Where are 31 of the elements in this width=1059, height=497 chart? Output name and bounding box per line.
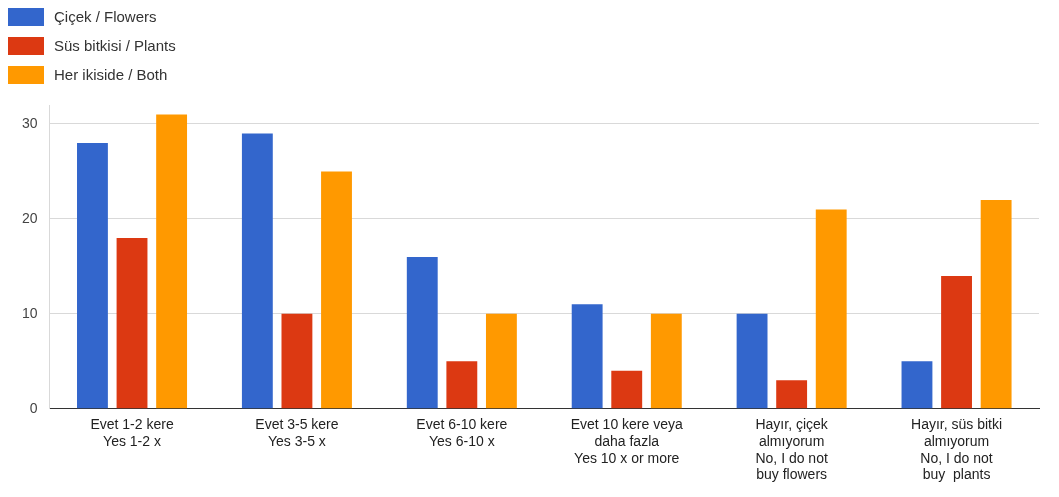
- bar: [941, 275, 972, 409]
- x-tick-label: Evet 1-2 kere Yes 1-2 x: [90, 416, 174, 449]
- y-tick-label: 10: [21, 304, 38, 321]
- x-tick-label: Evet 10 kere veya daha fazla Yes 10 x or more: [570, 416, 683, 466]
- bar: [77, 142, 108, 409]
- x-tick-label: Hayır, süs bitki almıyorum No, I do not buy plants: [911, 416, 1003, 483]
- y-tick-label: 30: [21, 114, 38, 131]
- bar: [156, 114, 188, 409]
- bar: [281, 313, 313, 409]
- bar: [321, 171, 352, 409]
- bar: [650, 313, 682, 409]
- bar: [241, 133, 273, 409]
- bar: [776, 380, 808, 409]
- bar: [815, 209, 847, 409]
- legend-label: Çiçek / Flowers: [54, 8, 157, 25]
- bar: [901, 361, 933, 409]
- bar: [736, 313, 768, 409]
- bar: [116, 237, 148, 409]
- x-tick-label: Evet 6-10 kere Yes 6-10 x: [416, 416, 508, 449]
- bar: [485, 313, 517, 409]
- legend-label: Süs bitkisi / Plants: [54, 37, 176, 54]
- bar: [406, 256, 438, 409]
- bar: [611, 370, 643, 409]
- legend-label: Her ikiside / Both: [54, 66, 168, 83]
- x-tick-label: Hayır, çiçek almıyorum No, I do not buy flowers: [755, 416, 829, 483]
- y-tick-label: 20: [21, 209, 38, 226]
- bar: [446, 361, 478, 409]
- y-tick-label: 0: [29, 399, 38, 416]
- bar: [980, 199, 1012, 409]
- bar: [571, 304, 603, 409]
- x-tick-label: Evet 3-5 kere Yes 3-5 x: [255, 416, 339, 449]
